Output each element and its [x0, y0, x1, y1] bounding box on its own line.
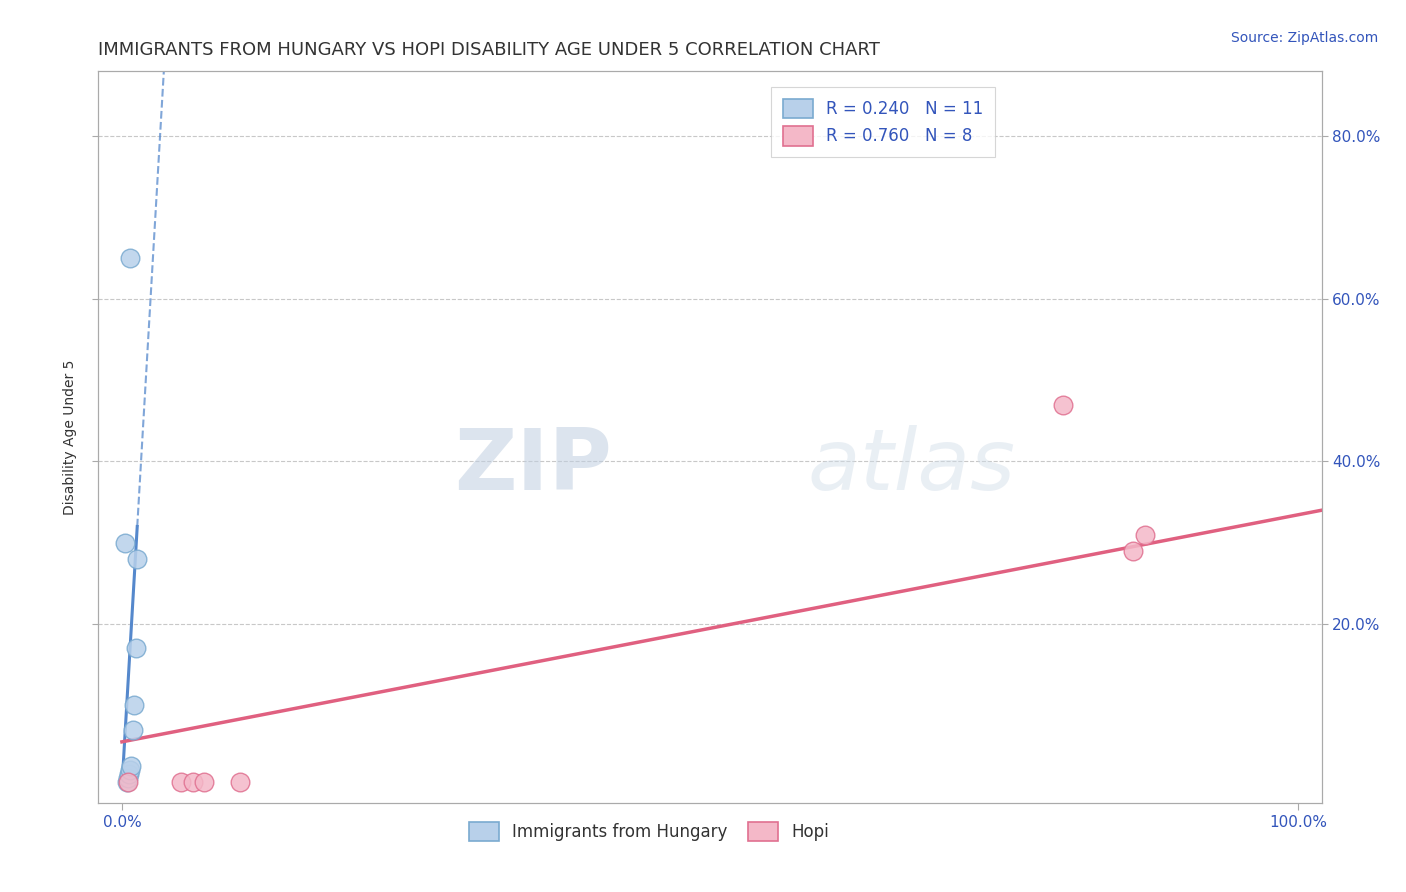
Point	[127, 552, 149, 566]
Point	[1122, 544, 1144, 558]
Point	[1135, 527, 1157, 541]
Point	[114, 535, 136, 549]
Point	[121, 723, 143, 737]
Point	[193, 775, 215, 789]
Point	[117, 775, 139, 789]
Point	[122, 698, 145, 713]
Text: Source: ZipAtlas.com: Source: ZipAtlas.com	[1230, 31, 1378, 45]
Point	[120, 764, 142, 778]
Point	[181, 775, 204, 789]
Point	[120, 759, 142, 773]
Point	[1052, 398, 1074, 412]
Point	[115, 775, 138, 789]
Point	[228, 775, 250, 789]
Point	[170, 775, 193, 789]
Text: ZIP: ZIP	[454, 425, 612, 508]
Point	[117, 772, 139, 786]
Point	[118, 767, 141, 781]
Text: atlas: atlas	[808, 425, 1017, 508]
Text: IMMIGRANTS FROM HUNGARY VS HOPI DISABILITY AGE UNDER 5 CORRELATION CHART: IMMIGRANTS FROM HUNGARY VS HOPI DISABILI…	[98, 41, 880, 59]
Legend: Immigrants from Hungary, Hopi: Immigrants from Hungary, Hopi	[461, 814, 837, 849]
Y-axis label: Disability Age Under 5: Disability Age Under 5	[63, 359, 77, 515]
Point	[120, 252, 142, 266]
Point	[125, 641, 148, 656]
